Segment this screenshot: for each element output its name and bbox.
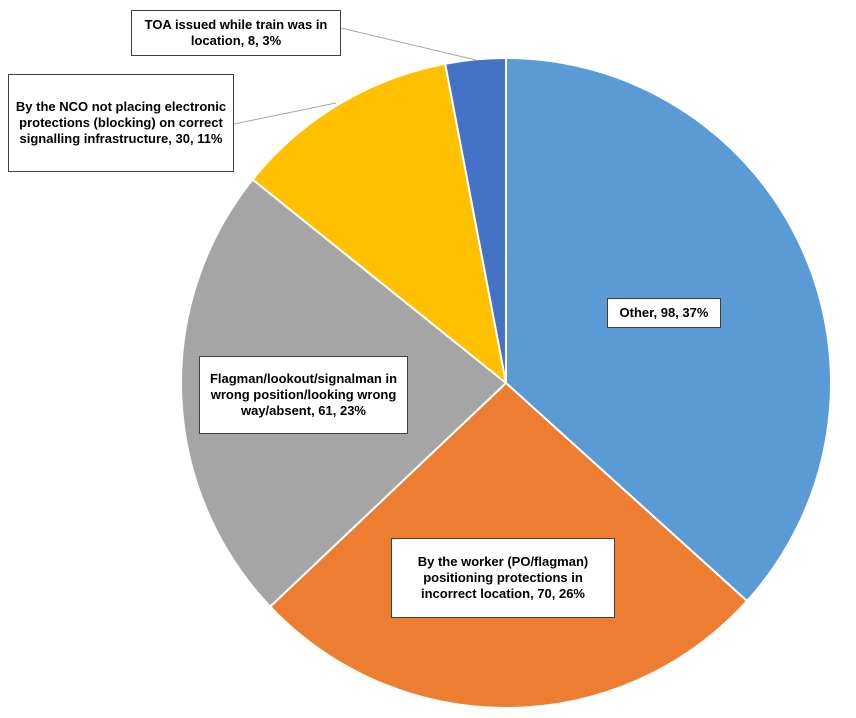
leader-line-toa-issued xyxy=(340,27,477,61)
data-label-other-text: Other, 98, 37% xyxy=(619,305,709,320)
data-label-nco-blocking: By the NCO not placing electronic protec… xyxy=(8,74,234,172)
pie-slice-other xyxy=(505,57,833,603)
leader-line-nco-blocking xyxy=(233,102,337,125)
data-label-nco-blocking-text: By the NCO not placing electronic protec… xyxy=(15,99,227,146)
data-label-toa-issued-text: TOA issued while train was in location, … xyxy=(144,17,328,48)
leader-lines xyxy=(233,27,477,125)
data-label-worker-positioning: By the worker (PO/flagman) positioning p… xyxy=(391,538,615,618)
data-label-toa-issued: TOA issued while train was in location, … xyxy=(131,10,341,56)
data-label-worker-positioning-text: By the worker (PO/flagman) positioning p… xyxy=(417,554,589,601)
data-label-other: Other, 98, 37% xyxy=(607,298,721,328)
pie-slice-nco-blocking xyxy=(251,62,507,384)
data-label-flagman: Flagman/lookout/signalman in wrong posit… xyxy=(199,356,408,434)
data-label-flagman-text: Flagman/lookout/signalman in wrong posit… xyxy=(209,371,398,418)
